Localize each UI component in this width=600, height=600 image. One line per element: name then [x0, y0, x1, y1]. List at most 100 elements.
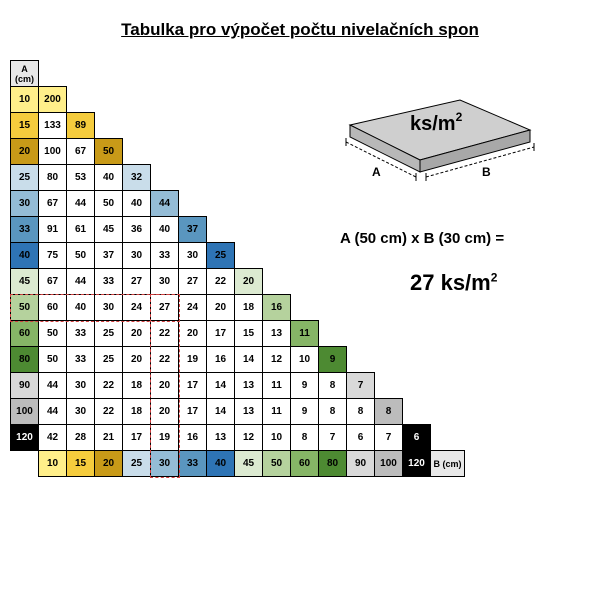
table-cell: 200	[39, 87, 67, 113]
axis-a-header: A (cm)	[11, 61, 39, 87]
table-cell: 40	[67, 295, 95, 321]
table-cell: 20	[151, 399, 179, 425]
table-cell: 36	[123, 217, 151, 243]
row-header: 15	[11, 113, 39, 139]
table-cell: 14	[207, 399, 235, 425]
table-cell: 7	[375, 425, 403, 451]
table-cell: 53	[67, 165, 95, 191]
table-cell: 27	[123, 269, 151, 295]
col-header: 10	[39, 451, 67, 477]
table-cell: 40	[95, 165, 123, 191]
row-header: 80	[11, 347, 39, 373]
row-header: 120	[11, 425, 39, 451]
table-cell: 67	[67, 139, 95, 165]
row-header: 10	[11, 87, 39, 113]
table-cell: 44	[39, 373, 67, 399]
table-cell: 40	[151, 217, 179, 243]
table-cell: 22	[95, 373, 123, 399]
table-cell: 19	[151, 425, 179, 451]
table-cell: 8	[319, 373, 347, 399]
table-cell: 17	[179, 399, 207, 425]
table-cell: 37	[179, 217, 207, 243]
table-cell: 45	[95, 217, 123, 243]
table-cell: 15	[235, 321, 263, 347]
table-cell: 42	[39, 425, 67, 451]
row-header: 33	[11, 217, 39, 243]
table-cell: 24	[123, 295, 151, 321]
table-cell: 22	[151, 347, 179, 373]
col-header: 100	[375, 451, 403, 477]
table-cell: 18	[123, 373, 151, 399]
result-text: 27 ks/m2	[410, 270, 497, 296]
tile-b-label: B	[482, 165, 491, 179]
table-cell: 37	[95, 243, 123, 269]
table-cell: 50	[95, 139, 123, 165]
col-header: 15	[67, 451, 95, 477]
table-cell: 9	[291, 399, 319, 425]
table-cell: 18	[235, 295, 263, 321]
table-cell: 13	[207, 425, 235, 451]
table-cell: 27	[179, 269, 207, 295]
row-header: 40	[11, 243, 39, 269]
table-cell: 12	[235, 425, 263, 451]
table-cell: 32	[123, 165, 151, 191]
table-cell: 17	[207, 321, 235, 347]
table-cell: 22	[95, 399, 123, 425]
row-header: 45	[11, 269, 39, 295]
table-cell: 133	[39, 113, 67, 139]
table-cell: 10	[291, 347, 319, 373]
table-cell: 50	[39, 347, 67, 373]
row-header: 60	[11, 321, 39, 347]
col-header: 20	[95, 451, 123, 477]
row-header: 25	[11, 165, 39, 191]
table-cell: 30	[67, 373, 95, 399]
table-cell: 13	[263, 321, 291, 347]
table-cell: 20	[179, 321, 207, 347]
table-cell: 60	[39, 295, 67, 321]
table-cell: 17	[123, 425, 151, 451]
col-header: 50	[263, 451, 291, 477]
table-cell: 14	[235, 347, 263, 373]
col-header: 80	[319, 451, 347, 477]
table-cell: 14	[207, 373, 235, 399]
table-cell: 30	[95, 295, 123, 321]
table-cell: 25	[207, 243, 235, 269]
table-cell: 40	[123, 191, 151, 217]
formula-text: A (50 cm) x B (30 cm) =	[340, 230, 504, 247]
table-cell: 25	[95, 347, 123, 373]
col-header: 90	[347, 451, 375, 477]
table-cell: 18	[123, 399, 151, 425]
table-cell: 11	[263, 373, 291, 399]
col-header: 60	[291, 451, 319, 477]
tile-a-label: A	[372, 165, 381, 179]
unit-on-tile: ks/m2	[410, 110, 463, 135]
page-title: Tabulka pro výpočet počtu nivelačních sp…	[10, 20, 590, 40]
table-cell: 21	[95, 425, 123, 451]
table-cell: 61	[67, 217, 95, 243]
table-cell: 89	[67, 113, 95, 139]
table-cell: 9	[319, 347, 347, 373]
table-cell: 8	[319, 399, 347, 425]
col-header: 45	[235, 451, 263, 477]
table-cell: 27	[151, 295, 179, 321]
content-area: A (cm)1020015133892010067502580534032306…	[10, 60, 590, 482]
table-cell: 33	[67, 347, 95, 373]
table-cell: 20	[151, 373, 179, 399]
table-cell: 30	[123, 243, 151, 269]
table-cell: 80	[39, 165, 67, 191]
col-header: 40	[207, 451, 235, 477]
table-cell: 13	[235, 373, 263, 399]
table-cell: 6	[403, 425, 431, 451]
table-cell: 20	[123, 321, 151, 347]
table-cell: 30	[67, 399, 95, 425]
table-cell: 28	[67, 425, 95, 451]
table-cell: 11	[291, 321, 319, 347]
table-cell: 75	[39, 243, 67, 269]
table-cell: 19	[179, 347, 207, 373]
tile-illustration: A B ks/m2	[310, 80, 550, 215]
row-header: 20	[11, 139, 39, 165]
row-header: 90	[11, 373, 39, 399]
table-cell: 91	[39, 217, 67, 243]
table-cell: 20	[235, 269, 263, 295]
table-cell: 50	[39, 321, 67, 347]
